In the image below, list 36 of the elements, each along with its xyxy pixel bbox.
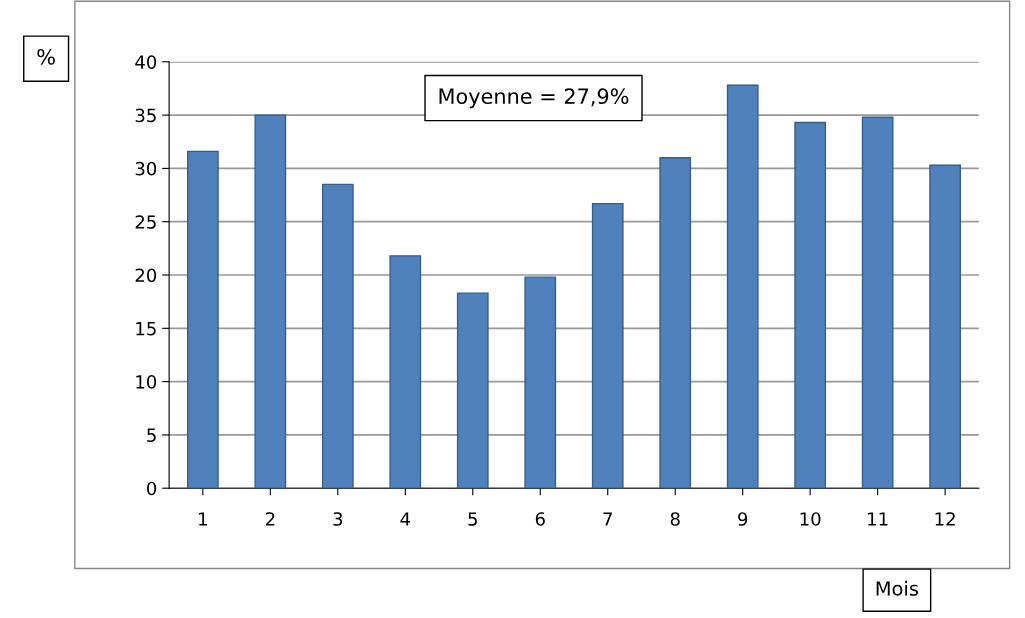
y-tick-label: 10 [136, 375, 157, 389]
bar [321, 183, 354, 489]
bar [591, 202, 624, 489]
y-tick-label: 0 [147, 481, 157, 496]
bar [186, 150, 219, 489]
y-tick-label: 5 [147, 428, 156, 443]
x-tick-label: 2 [265, 512, 275, 526]
y-tick-label: 35 [135, 108, 156, 123]
x-tick-label: 7 [603, 512, 612, 526]
x-axis-title: Mois [876, 580, 919, 596]
bar [726, 84, 759, 489]
x-tick-label: 11 [868, 512, 888, 526]
bar [929, 164, 962, 489]
x-tick-label: 3 [333, 512, 343, 526]
bar [794, 121, 827, 489]
bar [524, 276, 557, 489]
bar [389, 255, 422, 489]
x-tick-label: 4 [400, 512, 411, 526]
x-tick-label: 1 [199, 512, 207, 526]
annotation: Moyenne = 27,9% [439, 88, 629, 109]
x-tick-label: 9 [738, 512, 748, 526]
x-tick-label: 6 [535, 512, 545, 526]
x-tick-label: 12 [935, 512, 955, 526]
y-tick-label: 15 [136, 322, 156, 336]
x-tick-label: 5 [468, 512, 477, 526]
y-axis-title: % [37, 49, 55, 65]
bar [659, 157, 692, 489]
bar [254, 114, 287, 489]
y-tick-label: 30 [135, 161, 157, 176]
x-tick-label: 10 [800, 512, 821, 526]
x-tick-label: 8 [670, 512, 680, 526]
bar [456, 292, 489, 489]
y-tick-label: 25 [135, 215, 156, 229]
bar [861, 116, 894, 489]
y-tick-label: 40 [135, 55, 157, 69]
y-tick-label: 20 [135, 268, 157, 283]
